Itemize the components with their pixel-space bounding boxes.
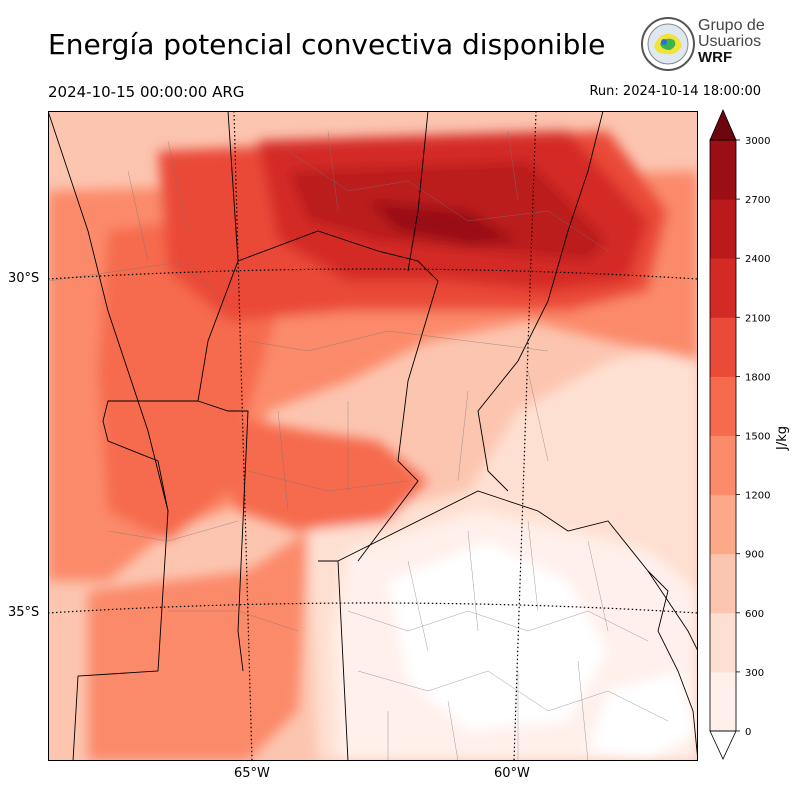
colorbar-tick-label: 1200 (745, 491, 770, 502)
colorbar-tick-label: 600 (745, 609, 764, 620)
colorbar-segment (710, 494, 736, 555)
colorbar-segment (710, 140, 736, 200)
colorbar-tick-label: 2700 (745, 195, 770, 206)
field-peak-core (368, 201, 518, 246)
lat-label-30s: 30°S (8, 271, 40, 286)
colorbar-tick-label: 0 (745, 727, 751, 738)
field-strong-centre (198, 411, 428, 531)
lon-label-65w: 65°W (234, 766, 270, 781)
colorbar-segment (710, 435, 736, 496)
globe-logo-icon (641, 17, 695, 71)
colorbar-tick-label: 900 (745, 550, 764, 561)
logo-line-3: WRF (698, 49, 733, 66)
department-borders (48, 130, 669, 761)
colorbar-segment (710, 317, 736, 377)
colorbar-extend-max (709, 108, 737, 141)
colorbar-segment (710, 671, 736, 732)
colorbar-segment (710, 612, 736, 673)
colorbar-tick-label: 2100 (745, 313, 770, 324)
valid-time: 2024-10-15 00:00:00 ARG (48, 83, 245, 101)
map-frame (48, 111, 698, 761)
colorbar-segment (710, 553, 736, 614)
colorbar: 0 300 600 900 1200 1500 1800 2100 2400 2700 3000 J… (709, 108, 790, 760)
colorbar-tick-label: 1800 (745, 372, 770, 383)
map-title: Energía potencial convectiva disponible (48, 28, 606, 61)
field-white-patch-2 (588, 671, 698, 761)
colorbar-extend-min (709, 730, 737, 760)
colorbar-tick-label: 300 (745, 668, 764, 679)
colorbar-segment (710, 376, 736, 436)
coastline (647, 570, 698, 761)
field-white-patch (388, 541, 608, 731)
colorbar-segment (710, 258, 736, 318)
graticule (48, 111, 698, 761)
colorbar-tick-label: 3000 (745, 136, 770, 147)
colorbar-tick-label: 1500 (745, 432, 770, 443)
province-borders (48, 111, 698, 761)
colorbar-segment (710, 199, 736, 259)
colorbar-tick-label: 2400 (745, 254, 770, 265)
lon-label-60w: 60°W (494, 766, 530, 781)
cape-map (48, 111, 698, 761)
logo-line-2: Usuarios (698, 33, 762, 50)
field-mid-west (88, 531, 308, 761)
run-time: Run: 2024-10-14 18:00:00 (589, 84, 761, 99)
colorbar-unit-label: J/kg (775, 426, 790, 451)
lat-label-35s: 35°S (8, 605, 40, 620)
logo-line-1: Grupo de (698, 17, 765, 34)
wrf-logo: Grupo de Usuarios WRF (640, 16, 770, 72)
